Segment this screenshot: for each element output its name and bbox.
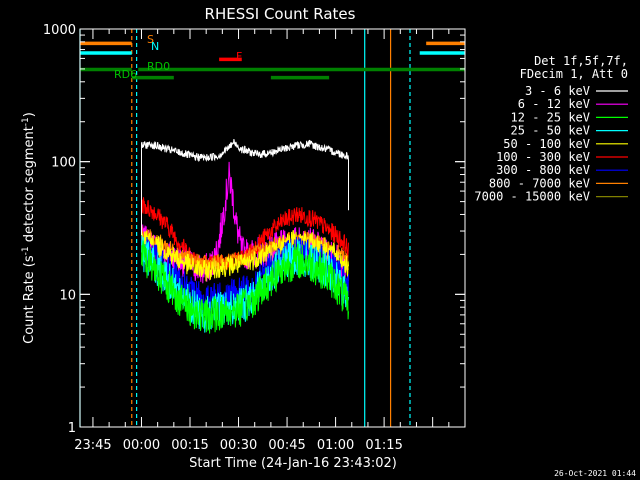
legend-entry-label-7: 800 - 7000 keV <box>489 176 590 190</box>
flag-label-3: RD6 <box>114 68 137 81</box>
series-lines <box>141 139 349 334</box>
series-line-5 <box>141 194 349 274</box>
legend-entry-label-2: 12 - 25 keV <box>511 110 590 124</box>
y-axis-label: Count Rate (s-1 detector segment-1) <box>21 112 37 344</box>
x-tick-label-1: 00:00 <box>123 438 160 453</box>
render-timestamp: 26-Oct-2021 01:44 <box>554 469 636 478</box>
y-tick-label-3: 1000 <box>43 23 76 38</box>
legend-entry-label-0: 3 - 6 keV <box>525 84 590 98</box>
legend-entry-label-4: 50 - 100 keV <box>503 137 590 151</box>
y-label-exponent-2: -1 <box>21 117 31 126</box>
x-tick-label-0: 23:45 <box>74 438 111 453</box>
y-label-end: ) <box>22 112 37 117</box>
x-axis-ticks: 23:45 00:00 00:15 00:30 00:45 01:00 01:15 <box>74 29 466 453</box>
plot-frame <box>79 28 466 428</box>
x-tick-label-3: 00:30 <box>220 438 257 453</box>
legend-header-line-2: FDecim 1, Att 0 <box>520 67 628 81</box>
legend-entry-label-1: 6 - 12 keV <box>518 97 590 111</box>
legend-entry-label-6: 300 - 800 keV <box>496 163 590 177</box>
y-label-middle: detector segment <box>22 126 37 246</box>
x-axis-label: Start Time (24-Jan-16 23:43:02) <box>189 456 397 471</box>
y-label-exponent-1: -1 <box>21 246 31 255</box>
y-tick-label-1: 10 <box>59 288 76 303</box>
flag-label-1: N <box>151 40 159 53</box>
flag-label-2: RD0 <box>147 60 170 73</box>
legend-entry-label-8: 7000 - 15000 keV <box>474 190 590 204</box>
legend-header-line-1: Det 1f,5f,7f, <box>534 54 628 68</box>
series-line-0 <box>141 139 349 235</box>
flag-bars: SN RD0 RD6 F <box>80 33 465 81</box>
x-tick-label-5: 01:00 <box>317 438 354 453</box>
x-tick-label-4: 00:45 <box>268 438 305 453</box>
series-line-2 <box>141 240 349 334</box>
legend-entry-label-5: 100 - 300 keV <box>496 150 590 164</box>
x-tick-label-6: 01:15 <box>365 438 402 453</box>
y-tick-label-0: 1 <box>68 421 76 436</box>
y-label-main: Count Rate (s <box>22 255 37 344</box>
flag-label-0: S <box>147 33 154 46</box>
chart-title: RHESSI Count Rates <box>205 5 356 23</box>
y-tick-label-2: 100 <box>51 156 76 171</box>
flag-label-4: F <box>236 50 242 63</box>
y-axis-ticks: 1 10 100 1000 <box>43 23 465 436</box>
series-line-4 <box>141 230 349 282</box>
legend-entry-label-3: 25 - 50 keV <box>511 124 590 138</box>
x-tick-label-2: 00:15 <box>171 438 208 453</box>
